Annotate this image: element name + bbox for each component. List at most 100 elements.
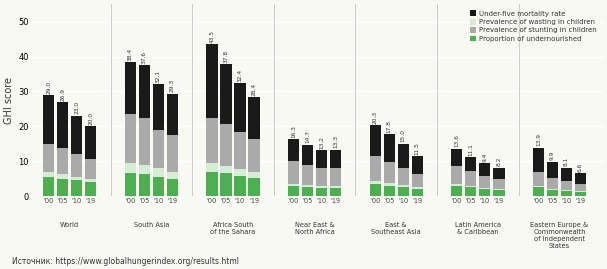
Legend: Under-five mortality rate, Prevalence of wasting in children, Prevalence of stun: Under-five mortality rate, Prevalence of… xyxy=(467,8,599,45)
Bar xyxy=(85,182,97,196)
Bar xyxy=(234,176,246,196)
Bar xyxy=(330,168,341,186)
Text: East &
Southeast Asia: East & Southeast Asia xyxy=(371,222,421,235)
Bar xyxy=(316,189,327,196)
Text: 28.4: 28.4 xyxy=(251,83,257,95)
Bar xyxy=(302,187,313,196)
Bar xyxy=(57,179,69,196)
Bar xyxy=(288,161,299,183)
Bar xyxy=(43,144,55,172)
Bar xyxy=(71,176,83,180)
Text: 13.9: 13.9 xyxy=(536,133,541,146)
Bar xyxy=(533,148,544,172)
Text: Источник: https://www.globalhungerindex.org/results.html: Источник: https://www.globalhungerindex.… xyxy=(12,257,239,266)
Text: 8.2: 8.2 xyxy=(497,157,501,166)
Bar xyxy=(465,157,476,171)
Bar xyxy=(288,186,299,196)
Text: South Asia: South Asia xyxy=(134,222,169,228)
Bar xyxy=(85,160,97,179)
Bar xyxy=(234,169,246,176)
Bar xyxy=(330,189,341,196)
Text: 13.3: 13.3 xyxy=(333,135,338,148)
Bar xyxy=(465,171,476,186)
Text: 16.3: 16.3 xyxy=(291,125,296,138)
Text: 15.0: 15.0 xyxy=(401,129,405,142)
Bar xyxy=(575,184,586,191)
Bar xyxy=(316,186,327,189)
Text: 26.9: 26.9 xyxy=(60,88,65,101)
Y-axis label: GHI score: GHI score xyxy=(4,77,14,124)
Bar xyxy=(547,189,558,190)
Bar xyxy=(384,186,395,196)
Text: 13.6: 13.6 xyxy=(454,134,459,147)
Bar xyxy=(398,168,409,185)
Bar xyxy=(479,189,490,196)
Bar xyxy=(384,162,395,183)
Bar xyxy=(153,130,164,168)
Bar xyxy=(206,172,218,196)
Bar xyxy=(57,102,69,148)
Bar xyxy=(220,174,232,196)
Bar xyxy=(575,191,586,192)
Bar xyxy=(153,84,164,130)
Bar xyxy=(316,150,327,168)
Bar xyxy=(71,154,83,176)
Bar xyxy=(138,165,150,175)
Bar xyxy=(398,185,409,187)
Bar xyxy=(302,165,313,185)
Bar xyxy=(43,172,55,177)
Bar xyxy=(547,190,558,196)
Bar xyxy=(57,148,69,174)
Bar xyxy=(302,145,313,165)
Bar xyxy=(43,95,55,144)
Text: 37.8: 37.8 xyxy=(223,50,228,63)
Text: 14.7: 14.7 xyxy=(305,130,310,143)
Bar xyxy=(302,185,313,187)
Bar xyxy=(288,139,299,161)
Bar xyxy=(248,172,260,178)
Bar xyxy=(370,184,381,196)
Bar xyxy=(465,187,476,196)
Bar xyxy=(85,179,97,182)
Bar xyxy=(124,174,136,196)
Bar xyxy=(206,163,218,172)
Bar xyxy=(561,191,572,196)
Bar xyxy=(248,139,260,172)
Bar xyxy=(138,65,150,118)
Bar xyxy=(412,156,423,174)
Bar xyxy=(493,190,504,196)
Bar xyxy=(248,178,260,196)
Bar xyxy=(153,177,164,196)
Bar xyxy=(234,132,246,169)
Bar xyxy=(330,186,341,189)
Text: 32.4: 32.4 xyxy=(237,69,242,82)
Bar xyxy=(153,168,164,177)
Bar xyxy=(533,187,544,196)
Bar xyxy=(451,184,463,186)
Bar xyxy=(533,172,544,186)
Text: 6.6: 6.6 xyxy=(578,162,583,172)
Bar xyxy=(138,118,150,165)
Text: 32.1: 32.1 xyxy=(156,70,161,83)
Bar xyxy=(43,177,55,196)
Text: 11.5: 11.5 xyxy=(415,142,419,155)
Bar xyxy=(138,175,150,196)
Bar xyxy=(370,181,381,184)
Bar xyxy=(575,192,586,196)
Bar xyxy=(384,183,395,186)
Bar xyxy=(316,168,327,186)
Bar xyxy=(493,168,504,179)
Text: 8.1: 8.1 xyxy=(564,157,569,167)
Bar xyxy=(575,173,586,184)
Text: Eastern Europe &
Commonwealth
of Independent
States: Eastern Europe & Commonwealth of Indepen… xyxy=(531,222,589,249)
Bar xyxy=(479,176,490,188)
Bar xyxy=(85,126,97,160)
Bar xyxy=(398,144,409,168)
Bar xyxy=(451,186,463,196)
Bar xyxy=(561,168,572,181)
Text: World: World xyxy=(60,222,80,228)
Text: 9.4: 9.4 xyxy=(483,153,487,162)
Text: 9.9: 9.9 xyxy=(550,151,555,160)
Text: 11.1: 11.1 xyxy=(469,143,473,156)
Bar xyxy=(220,124,232,166)
